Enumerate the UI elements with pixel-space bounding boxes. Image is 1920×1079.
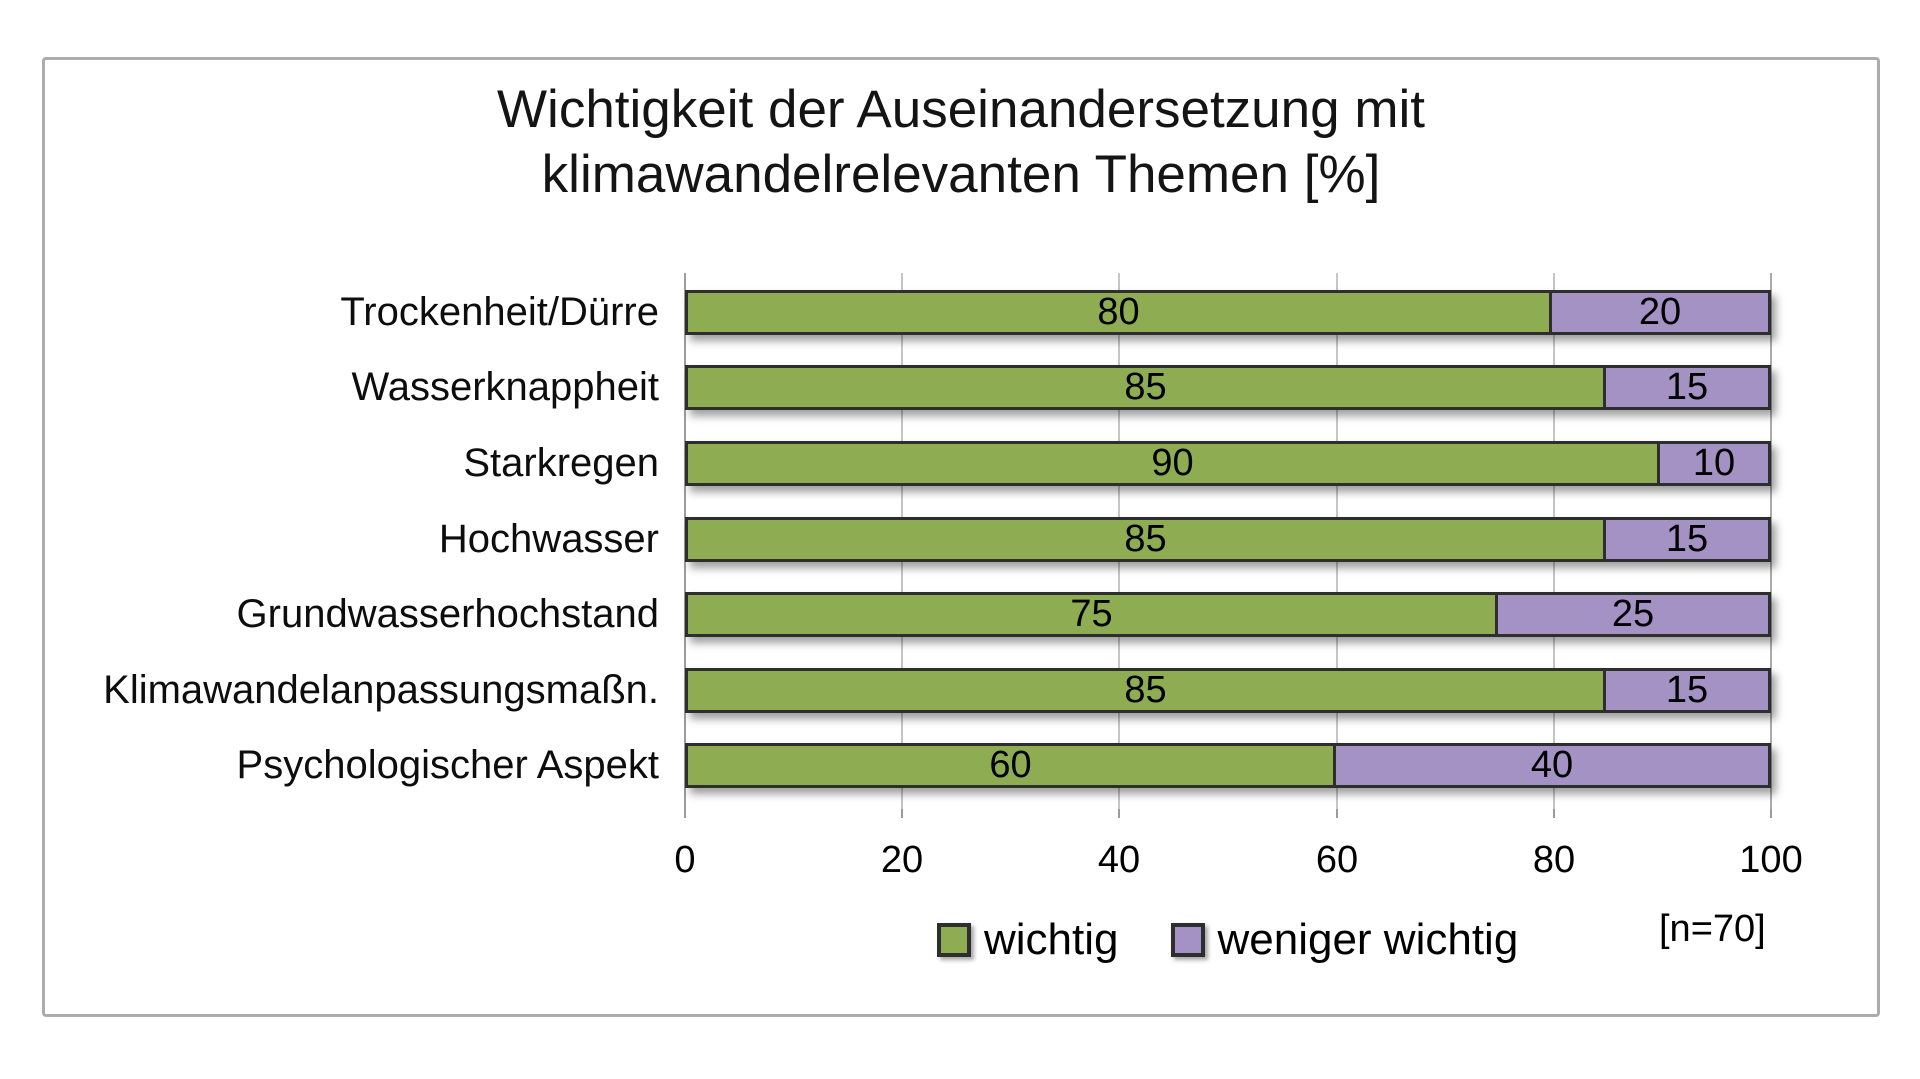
legend-label: wichtig [984, 915, 1119, 964]
bar-value-label: 15 [1665, 671, 1709, 710]
category-label: Grundwasserhochstand [236, 592, 659, 636]
category-axis-labels: Trockenheit/Dürre Wasserknappheit Starkreg… [45, 273, 667, 809]
legend-swatch-icon [937, 923, 971, 957]
sample-size-note: [n=70] [1659, 908, 1766, 950]
bar-value-label: 80 [1097, 293, 1140, 332]
axis-tick-20 [901, 809, 903, 818]
bar-value-label: 40 [1530, 746, 1574, 785]
chart-title: Wichtigkeit der Auseinandersetzung mit k… [45, 78, 1877, 207]
bar-value-label: 85 [1124, 671, 1167, 710]
bar-segment-weniger-wichtig: 10 [1660, 444, 1768, 483]
bar-value-label: 90 [1151, 444, 1194, 483]
bar-row: 90 10 [685, 441, 1771, 486]
category-label: Psychologischer Aspekt [236, 743, 659, 787]
category-label: Starkregen [463, 441, 659, 485]
legend: wichtig weniger wichtig [937, 915, 1518, 965]
bar-segment-wichtig: 85 [688, 520, 1606, 559]
axis-tick-label-40: 40 [1097, 839, 1141, 881]
bar-segment-weniger-wichtig: 20 [1552, 293, 1768, 332]
bar-row: 85 15 [685, 365, 1771, 410]
bar-segment-wichtig: 80 [688, 293, 1552, 332]
axis-tick-60 [1336, 809, 1338, 818]
bar-segment-weniger-wichtig: 25 [1498, 595, 1768, 634]
bar-segment-weniger-wichtig: 40 [1336, 746, 1768, 785]
legend-entry: weniger wichtig [1170, 915, 1519, 965]
bar-row: 85 15 [685, 668, 1771, 713]
axis-tick-80 [1553, 809, 1555, 818]
axis-tick-label-0: 0 [674, 839, 696, 881]
axis-tick-label-60: 60 [1315, 839, 1359, 881]
bar-value-label: 20 [1638, 293, 1682, 332]
bar-segment-wichtig: 85 [688, 368, 1606, 407]
bar-value-label: 85 [1124, 368, 1167, 407]
axis-tick-100 [1770, 809, 1772, 818]
axis-tick-label-80: 80 [1532, 839, 1576, 881]
bar-value-label: 75 [1070, 595, 1113, 634]
bar-row: 60 40 [685, 743, 1771, 788]
bar-segment-wichtig: 90 [688, 444, 1660, 483]
category-label: Hochwasser [438, 517, 659, 561]
axis-tick-40 [1118, 809, 1120, 818]
chart-title-line1: Wichtigkeit der Auseinandersetzung mit [497, 80, 1425, 139]
bar-value-label: 25 [1611, 595, 1655, 634]
bar-value-label: 15 [1665, 520, 1709, 559]
axis-tick-0 [684, 809, 686, 818]
category-label: Trockenheit/Dürre [340, 290, 659, 334]
bar-value-label: 60 [989, 746, 1032, 785]
bar-value-label: 15 [1665, 368, 1709, 407]
axis-tick-label-100: 100 [1739, 839, 1803, 881]
bar-segment-wichtig: 60 [688, 746, 1336, 785]
gridline-100 [1770, 273, 1772, 809]
axis-tick-label-20: 20 [880, 839, 924, 881]
chart-frame: Wichtigkeit der Auseinandersetzung mit k… [42, 57, 1880, 1017]
bar-segment-weniger-wichtig: 15 [1606, 368, 1768, 407]
legend-label: weniger wichtig [1217, 915, 1519, 964]
bar-segment-wichtig: 75 [688, 595, 1498, 634]
bar-row: 85 15 [685, 517, 1771, 562]
category-label: Wasserknappheit [351, 365, 659, 409]
bar-row: 75 25 [685, 592, 1771, 637]
bar-segment-wichtig: 85 [688, 671, 1606, 710]
bar-segment-weniger-wichtig: 15 [1606, 671, 1768, 710]
bar-row: 80 20 [685, 290, 1771, 335]
legend-swatch-icon [1170, 923, 1205, 957]
bar-segment-weniger-wichtig: 15 [1606, 520, 1768, 559]
plot-area: 0 20 40 60 80 100 80 20 85 15 90 10 85 15 75 25 85 15 60 40 [674, 273, 1803, 881]
bar-value-label: 10 [1692, 444, 1736, 483]
bar-value-label: 85 [1124, 520, 1167, 559]
legend-entry: wichtig [937, 915, 1119, 965]
category-label: Klimawandelanpassungsmaßn. [103, 668, 659, 712]
chart-title-line2: klimawandelrelevanten Themen [%] [541, 144, 1381, 204]
